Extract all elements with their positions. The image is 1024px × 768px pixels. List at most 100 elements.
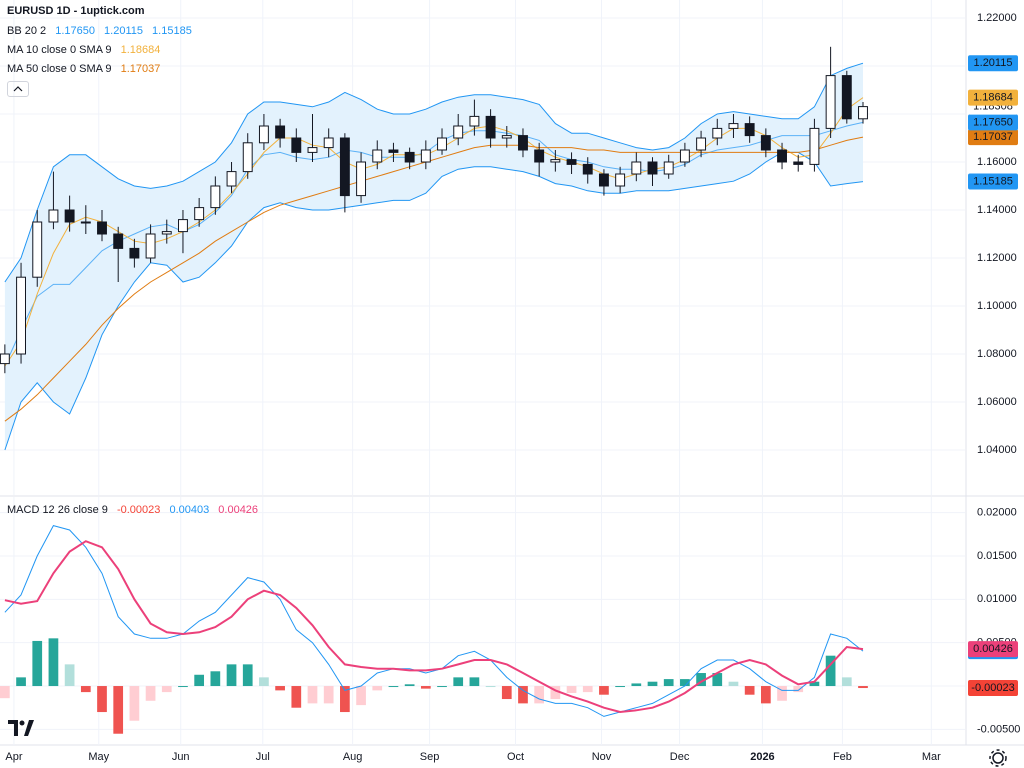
indicator-value: 0.00426 xyxy=(218,504,259,516)
y-tick-label: 1.08000 xyxy=(977,348,1017,360)
price-tag xyxy=(968,173,1018,190)
x-tick-label: Nov xyxy=(592,751,612,763)
legend-bb: BB 20 2 1.17650 1.20115 1.15185 xyxy=(7,25,198,37)
candle-body xyxy=(258,125,269,144)
signal-line xyxy=(4,540,864,714)
histogram-bar xyxy=(404,684,415,687)
candle-body xyxy=(663,161,674,175)
candle-body xyxy=(647,161,658,175)
histogram-bar xyxy=(566,686,577,693)
y-tick-label: 0.01000 xyxy=(977,593,1017,605)
candle-body xyxy=(534,149,545,163)
y-tick-label: 1.04000 xyxy=(977,444,1017,456)
macd-tag-label: 0.00426 xyxy=(973,643,1013,655)
legend-ma10: MA 10 close 0 SMA 9 1.18684 xyxy=(7,44,166,56)
candle-body xyxy=(793,161,804,165)
chevron-icon xyxy=(13,86,23,92)
candle-body xyxy=(129,247,140,259)
histogram-bar xyxy=(16,677,26,687)
y-tick-label: 0.01500 xyxy=(977,550,1017,562)
candle-body xyxy=(453,125,464,139)
histogram-bar xyxy=(663,679,674,687)
histogram-bar xyxy=(469,677,480,687)
histogram-bar xyxy=(858,686,868,689)
settings-icon[interactable] xyxy=(988,748,1008,768)
candle-body xyxy=(80,221,91,224)
histogram-bar xyxy=(420,686,431,689)
candle-body xyxy=(469,115,480,127)
x-tick-label: Jun xyxy=(172,751,190,763)
x-tick-label: Feb xyxy=(833,751,852,763)
histogram-bar xyxy=(485,686,496,688)
candle-body xyxy=(145,233,156,259)
price-tag xyxy=(968,89,1018,106)
histogram-bar xyxy=(550,686,561,700)
histogram-bar xyxy=(210,671,221,687)
macd-tag xyxy=(968,680,1018,697)
histogram-bar xyxy=(145,686,156,701)
candle-body xyxy=(388,149,399,153)
y-tick-label: 1.22000 xyxy=(977,12,1017,24)
histogram-bar xyxy=(97,686,107,713)
histogram-bar xyxy=(64,664,75,687)
candle-body xyxy=(161,231,172,235)
candle-body xyxy=(712,127,723,139)
histogram-bar xyxy=(129,686,140,721)
histogram-bar xyxy=(712,673,723,687)
x-tick-label: Apr xyxy=(5,751,22,763)
candle-body xyxy=(404,151,415,163)
legend-macd: MACD 12 26 close 9 -0.00023 0.00403 0.00… xyxy=(7,504,264,516)
histogram-bar xyxy=(647,681,658,687)
x-tick-label: Jul xyxy=(256,751,270,763)
price-tag xyxy=(968,55,1018,72)
candle-body xyxy=(777,149,787,163)
x-tick-label: 2026 xyxy=(750,751,774,763)
histogram-bar xyxy=(760,686,771,704)
histogram-bar xyxy=(631,683,642,687)
histogram-bar xyxy=(80,686,91,693)
candle-body xyxy=(242,142,253,173)
candle-body xyxy=(825,75,836,129)
histogram-bar xyxy=(582,686,593,693)
tradingview-logo xyxy=(8,720,34,736)
candle-body xyxy=(48,209,59,223)
histogram-bar xyxy=(226,664,237,687)
indicator-line xyxy=(4,136,864,422)
candle-body xyxy=(760,135,771,151)
histogram-bar xyxy=(113,686,124,734)
indicator-name: MA 10 close 0 SMA 9 xyxy=(7,44,112,56)
histogram-bar xyxy=(825,655,836,687)
candle-body xyxy=(501,135,512,139)
candle-body xyxy=(485,115,496,139)
candle-body xyxy=(566,159,577,165)
price-tag-label: 1.18684 xyxy=(973,91,1013,103)
histogram-bar xyxy=(340,686,350,713)
candle-body xyxy=(226,171,237,187)
price-tag-label: 1.17037 xyxy=(973,131,1013,143)
symbol-title: EURUSD 1D - 1uptick.com xyxy=(7,5,145,17)
candle-body xyxy=(32,221,43,278)
candle-body xyxy=(210,185,221,209)
candle-body xyxy=(420,149,431,163)
y-tick-label: 1.10000 xyxy=(977,300,1017,312)
collapse-legend-button[interactable] xyxy=(7,81,29,97)
bb-fill xyxy=(4,63,863,450)
candle-body xyxy=(291,137,302,153)
candle-body xyxy=(64,209,75,223)
indicator-value: -0.00023 xyxy=(116,504,161,516)
histogram-bar xyxy=(194,674,205,687)
histogram-bar xyxy=(48,638,59,687)
histogram-bar xyxy=(323,686,334,704)
price-tag xyxy=(968,129,1018,146)
price-tag-label: 1.20115 xyxy=(974,57,1013,69)
candle-body xyxy=(631,161,642,175)
histogram-bar xyxy=(437,686,447,688)
y-tick-label: -0.00500 xyxy=(977,723,1020,735)
candle-body xyxy=(744,123,755,137)
candle-body xyxy=(696,137,707,151)
histogram-bar xyxy=(518,686,528,704)
histogram-bar xyxy=(793,686,804,693)
y-tick-label: 1.06000 xyxy=(977,396,1017,408)
histogram-bar xyxy=(599,686,609,695)
